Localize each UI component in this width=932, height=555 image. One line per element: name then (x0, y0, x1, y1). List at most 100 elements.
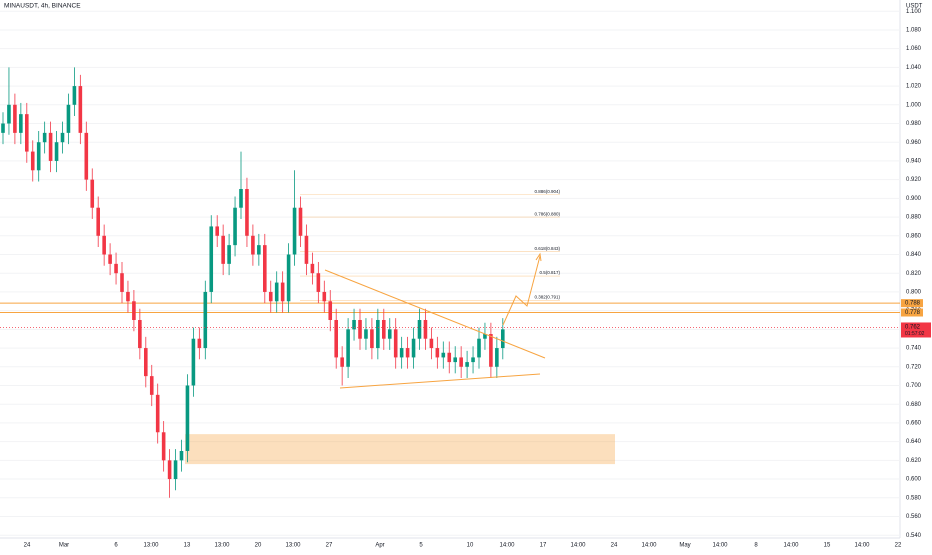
price-tag (901, 308, 923, 317)
price-tag-label: 0.778 (905, 310, 921, 316)
candle-body (25, 114, 29, 152)
x-tick-label: 14:00 (499, 543, 515, 549)
candle-body (447, 352, 452, 363)
y-tick-label: 0.600 (906, 477, 922, 483)
y-tick-label: 0.700 (906, 383, 922, 389)
x-tick-label: 5 (419, 543, 423, 549)
candle-body (245, 189, 249, 236)
candle-body (358, 319, 362, 339)
x-tick-label: Mar (59, 543, 69, 549)
x-tick-label: May (679, 543, 690, 549)
upper-trendline (324, 269, 546, 359)
y-tick-label: 0.860 (906, 233, 922, 239)
candle-body (405, 348, 410, 358)
y-tick-label: 1.060 (906, 46, 922, 52)
candle-body (376, 319, 380, 349)
candle-body (441, 352, 446, 358)
x-tick-label: 14:00 (712, 543, 728, 549)
y-tick-label: 1.020 (906, 84, 922, 90)
candle-body (144, 348, 148, 377)
x-tick-label: 13:00 (214, 543, 230, 549)
y-tick-label: 0.660 (906, 420, 922, 426)
candle-body (72, 86, 77, 105)
candle-body (471, 357, 475, 363)
candle-body (495, 348, 499, 367)
candle-body (173, 460, 178, 480)
candle-body (155, 394, 160, 433)
candle-body (429, 338, 434, 349)
y-tick-label: 0.960 (906, 140, 922, 146)
candle-body (263, 245, 267, 292)
y-tick-label: 1.080 (906, 28, 922, 34)
demand-zone (185, 434, 615, 465)
plot (0, 10, 900, 536)
current-price-label: 0.762 (905, 325, 921, 331)
y-tick-label: 0.740 (906, 346, 922, 352)
fib-label: 0.886(0.904) (534, 189, 560, 194)
y-tick-label: 0.880 (906, 215, 922, 221)
candle-body (221, 235, 225, 264)
candle-body (411, 338, 416, 358)
candle-body (382, 319, 386, 339)
lower-trendline (339, 373, 541, 389)
candle-body (352, 319, 356, 330)
arrow-head (535, 252, 542, 262)
candle-body (370, 329, 374, 349)
candle-body (423, 319, 428, 339)
candle-body (399, 348, 404, 358)
y-tick-label: 0.840 (906, 252, 922, 258)
candle-body (310, 263, 315, 274)
x-tick-label: 24 (24, 543, 31, 549)
y-tick-label: 0.620 (906, 458, 922, 464)
candle-body (60, 132, 65, 143)
x-tick-label: 8 (754, 543, 758, 549)
candle-body (286, 254, 291, 302)
y-tick-label: 0.920 (906, 177, 922, 183)
candle-body (126, 291, 130, 302)
candle-body (36, 142, 41, 171)
y-tick-label: 1.100 (906, 9, 922, 15)
candle-body (84, 132, 89, 180)
x-tick-label: 6 (114, 543, 118, 549)
y-tick-label: 0.900 (906, 196, 922, 202)
candle-body (90, 179, 95, 208)
candle-body (108, 254, 112, 264)
candle-body (209, 226, 214, 292)
candle-body (328, 301, 333, 320)
candle-body (435, 348, 440, 358)
candle-body (120, 273, 124, 292)
fib-label: 0.786(0.880) (534, 211, 560, 216)
x-tick-label: 13:00 (285, 543, 301, 549)
candle-body (54, 142, 59, 161)
candle-body (417, 319, 422, 339)
current-price-tag (901, 322, 931, 338)
x-tick-label: 13 (184, 543, 191, 549)
candle-body (346, 329, 350, 367)
candle-body (132, 301, 136, 320)
x-tick-label: 14:00 (570, 543, 586, 549)
countdown-label: 01:57:02 (905, 331, 925, 337)
candle-body (1, 123, 5, 133)
y-tick-label: 0.580 (906, 495, 922, 501)
candle-body (280, 282, 285, 302)
x-tick-label: Apr (375, 543, 384, 549)
y-tick-label: 0.640 (906, 439, 922, 445)
candle-body (298, 207, 303, 236)
candle-body (239, 189, 243, 208)
candle-body (161, 432, 166, 461)
x-tick-label: 15 (824, 543, 831, 549)
x-tick-label: 14:00 (854, 543, 870, 549)
candle-body (78, 86, 83, 133)
candle-body (191, 338, 196, 386)
y-tick-label: 0.980 (906, 121, 922, 127)
y-tick-label: 0.720 (906, 364, 922, 370)
x-tick-label: 27 (326, 543, 333, 549)
candle-body (138, 319, 142, 349)
chart-title: MINAUSDT, 4h, BINANCE (4, 3, 81, 10)
candle-body (96, 207, 100, 236)
candle-body (501, 329, 505, 349)
candle-body (7, 104, 11, 124)
price-tag-label: 0.788 (905, 301, 921, 307)
